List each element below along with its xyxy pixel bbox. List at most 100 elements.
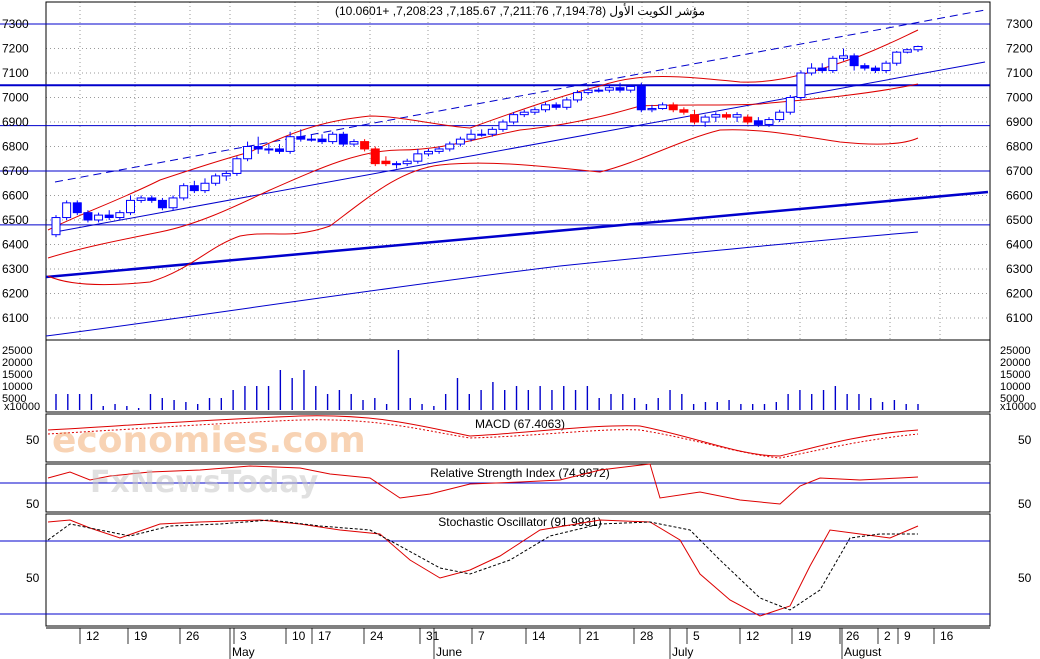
month-label-3: August [844,645,882,659]
x-tick-label-9: 14 [532,629,546,643]
candle-body-32 [392,163,402,166]
candle-body-7 [125,199,135,214]
price-tick-right-7100: 7100 [1006,66,1033,80]
candle-body-51 [594,89,604,92]
price-tick-left-7300: 7300 [2,17,29,31]
candle-body-27 [338,133,348,145]
candle-body-23 [296,136,306,140]
price-tick-right-6800: 6800 [1006,140,1033,154]
x-tick-label-14: 19 [798,629,812,643]
x-tick-label-18: 16 [940,629,954,643]
support-resistance-levels [0,23,990,226]
candle-body-39 [466,133,476,140]
stoch-title: Stochastic Oscillator (91.9931) [438,515,601,529]
candle-body-79 [892,51,902,64]
volume-tick-left-4: 5000 [2,393,26,405]
lower-channel-line [54,61,986,233]
x-tick-label-4: 10 [292,629,306,643]
candle-body-38 [455,138,465,145]
x-tick-label-13: 12 [746,629,760,643]
candle-body-31 [381,160,391,165]
candle-body-14 [200,182,210,192]
candle-body-77 [870,67,880,72]
x-tick-label-15: 26 [846,629,860,643]
x-tick-label-11: 28 [640,629,654,643]
upper-channel-line [54,9,986,183]
candle-body-50 [583,89,593,94]
candle-body-67 [764,119,774,125]
candle-body-29 [360,141,370,150]
watermark-economies: economies.com [52,420,366,461]
candle-body-52 [604,87,614,91]
candle-body-0 [51,217,61,236]
moving-average-long [45,231,919,337]
macd-title: MACD (67.4063) [475,417,565,431]
macd-tick-left: 50 [26,433,40,447]
price-tick-left-6800: 6800 [2,140,29,154]
price-tick-right-6100: 6100 [1006,311,1033,325]
chart-title: مؤشر الكويت الأول (7,194.78, 7,211.76, 7… [335,3,705,18]
price-tick-left-6200: 6200 [2,287,29,301]
candle-body-81 [913,45,923,51]
candle-body-58 [668,104,678,111]
watermark-fxnewstoday: FxNewsToday [90,465,319,500]
candle-body-55 [636,85,646,111]
price-tick-right-6900: 6900 [1006,115,1033,129]
volume-tick-right-1: 20000 [1000,357,1031,369]
candle-body-60 [690,114,700,123]
price-y-ticks: 6100 6100 6200 6200 6300 6300 6400 6400 6500 6500… [2,17,1033,325]
candle-body-22 [285,136,295,152]
candle-body-70 [796,72,806,98]
x-tick-label-10: 21 [586,629,600,643]
stoch-tick-right: 50 [1018,571,1032,585]
price-tick-left-6400: 6400 [2,238,29,252]
candles [51,45,923,238]
candle-body-24 [306,138,316,141]
x-tick-label-17: 9 [904,629,911,643]
price-tick-right-7300: 7300 [1006,17,1033,31]
candle-body-21 [274,148,284,152]
volume-tick-left-2: 15000 [2,369,33,381]
candle-body-44 [519,111,529,116]
price-tick-right-6400: 6400 [1006,238,1033,252]
price-tick-left-6600: 6600 [2,189,29,203]
price-tick-left-6700: 6700 [2,164,29,178]
volume-tick-left-1: 20000 [2,357,33,369]
candle-body-74 [839,55,849,59]
candle-body-18 [243,146,253,160]
candle-body-54 [626,85,636,91]
x-tick-label-6: 24 [370,629,384,643]
trend-lines [45,9,989,337]
price-tick-right-7000: 7000 [1006,91,1033,105]
candle-body-71 [807,67,817,74]
candle-body-41 [487,128,497,135]
candle-body-72 [817,67,827,72]
month-label-0: May [232,645,255,659]
bollinger-lower [47,129,919,285]
candle-body-16 [221,172,231,177]
long-term-trend-line [45,190,989,279]
stoch-panel [45,513,991,627]
candle-body-34 [413,153,423,162]
x-axis-ticks: 12 19 26 3 10 17 24 31 7 14 21 28 5 12 19 26 2 9 16 May June… [79,628,954,659]
candle-body-2 [72,202,82,214]
volume-tick-right-3: 10000 [1000,381,1031,393]
candle-body-5 [104,214,114,219]
x-tick-label-3: 3 [240,629,247,643]
candle-body-53 [615,87,625,91]
candle-body-47 [551,104,561,108]
price-tick-right-6200: 6200 [1006,287,1033,301]
candle-body-28 [349,141,359,145]
bollinger-upper [47,29,919,231]
stoch-tick-left: 50 [26,571,40,585]
volume-tick-right-0: 25000 [1000,345,1031,357]
rsi-line [47,463,919,505]
stoch-d [47,519,918,611]
candle-body-49 [572,92,582,101]
candle-body-80 [902,49,912,53]
price-tick-right-6600: 6600 [1006,189,1033,203]
macd-panel [45,413,991,463]
candle-body-8 [136,197,146,201]
